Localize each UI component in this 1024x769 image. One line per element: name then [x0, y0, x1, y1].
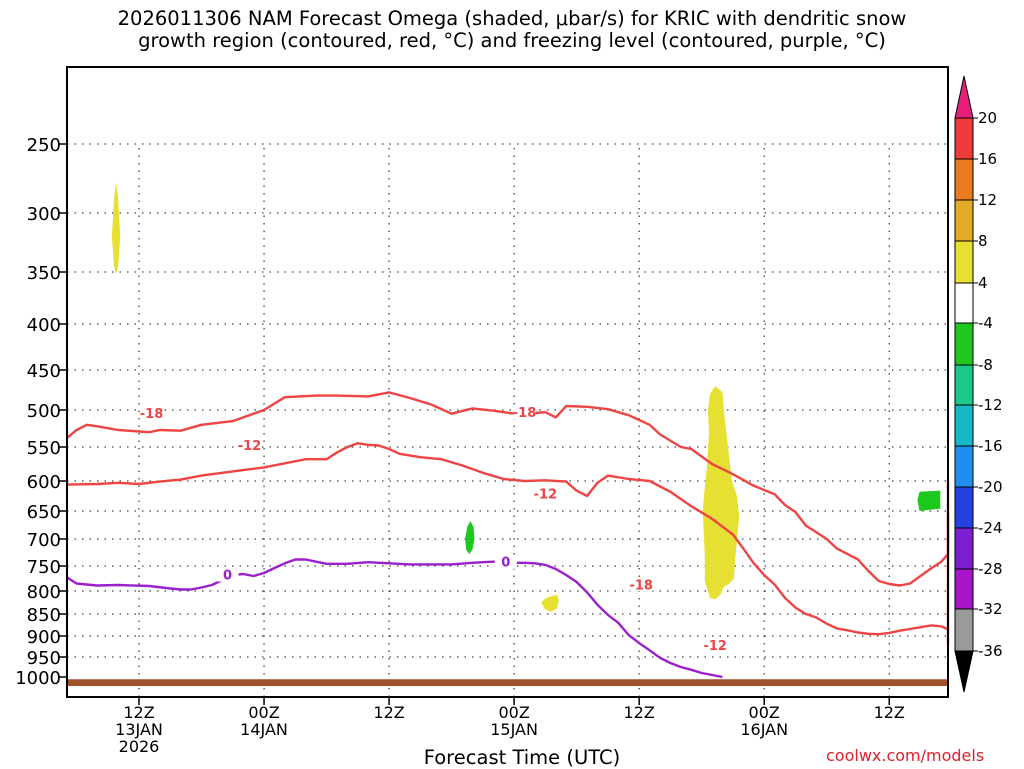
contour-label-bg — [216, 567, 239, 582]
x-tick-label: 00Z — [749, 703, 780, 722]
contour-labels: -18 -18 -18 -12 -12 -12 0 0 — [140, 405, 727, 654]
x-tick-label: 12Z — [623, 703, 654, 722]
plot-frame — [66, 66, 949, 698]
contour-label-bg — [494, 554, 517, 569]
omega-green-right — [917, 490, 941, 511]
y-tick-label: 950 — [27, 648, 61, 669]
colorbar-bin — [954, 117, 974, 160]
colorbar-bin — [954, 568, 974, 610]
omega-yellow-upper — [111, 182, 121, 275]
contour-label-bg — [238, 437, 261, 452]
terrain-fill — [68, 679, 947, 686]
colorbar-bin — [954, 527, 974, 570]
x-axis-label: Forecast Time (UTC) — [423, 746, 621, 769]
colorbar-label: -20 — [978, 478, 1003, 496]
x-tick-label: 00Z — [248, 703, 279, 722]
contour-label: 0 — [501, 556, 510, 571]
x-tick-label: 12Z — [373, 703, 404, 722]
contour-line-minus18 — [66, 391, 950, 587]
y-tick-label: 250 — [27, 135, 61, 156]
y-tick-label: 1000 — [15, 668, 61, 689]
colorbar-bin — [954, 158, 974, 201]
terrain — [68, 679, 947, 686]
contour-line-freezing-level — [66, 558, 723, 679]
contour-label-bg — [513, 405, 536, 420]
y-tick-label: 900 — [27, 627, 61, 648]
x-tick-date-label: 15JAN — [490, 720, 538, 739]
colorbar-label: -36 — [978, 642, 1003, 660]
y-tick-label: 850 — [27, 605, 61, 626]
omega-green-mid — [465, 521, 475, 555]
contour-label-bg — [534, 486, 557, 501]
colorbar-arrow-top — [954, 75, 974, 119]
credit-link[interactable]: coolwx.com/models — [826, 746, 985, 765]
colorbar-bin — [954, 282, 974, 324]
chart-title-line-2: growth region (contoured, red, °C) and f… — [138, 29, 886, 52]
x-tick-date-label: 16JAN — [740, 720, 788, 739]
colorbar-bin — [954, 364, 974, 406]
x-tick-date-label: 14JAN — [240, 720, 288, 739]
colorbar-label: -4 — [978, 314, 993, 332]
y-tick-label: 550 — [27, 438, 61, 459]
y-tick-label: 400 — [27, 315, 61, 336]
colorbar-bin — [954, 199, 974, 242]
y-tick-label: 350 — [27, 263, 61, 284]
colorbar-bin — [954, 404, 974, 447]
contours — [66, 391, 950, 679]
omega-yellow-small — [541, 594, 559, 612]
omega-shading — [111, 182, 941, 612]
x-tick-label: 12Z — [123, 703, 154, 722]
colorbar-label: 20 — [978, 109, 997, 127]
y-tick-label: 700 — [27, 530, 61, 551]
colorbar-bin — [954, 240, 974, 284]
y-tick-label: 300 — [27, 204, 61, 225]
contour-label: -12 — [534, 488, 558, 503]
y-tick-label: 600 — [27, 472, 61, 493]
contour-label-bg — [140, 405, 163, 420]
contour-label: -12 — [238, 439, 262, 454]
colorbar-label: -16 — [978, 437, 1003, 455]
colorbar: 20 16 12 8 4 -4 -8 -12 -16 -20 -24 -28 -32 -36 — [954, 75, 1003, 693]
x-tick-label: 12Z — [874, 703, 905, 722]
y-tick-label: 750 — [27, 557, 61, 578]
contour-label: -12 — [703, 639, 727, 654]
x-tick-date-label: 13JAN — [115, 720, 163, 739]
contour-label: -18 — [513, 406, 537, 421]
chart-title: 2026011306 NAM Forecast Omega (shaded, μ… — [0, 8, 1024, 52]
y-tick-label: 800 — [27, 582, 61, 603]
colorbar-arrow-bottom — [954, 650, 974, 693]
y-tick-label: 500 — [27, 401, 61, 422]
contour-line-minus12 — [66, 442, 950, 647]
colorbar-bin — [954, 322, 974, 366]
colorbar-bin — [954, 445, 974, 488]
chart-title-line-1: 2026011306 NAM Forecast Omega (shaded, μ… — [117, 7, 907, 30]
contour-label: -18 — [629, 579, 653, 594]
colorbar-label: 16 — [978, 150, 997, 168]
colorbar-label: 12 — [978, 191, 997, 209]
y-tick-label: 450 — [27, 361, 61, 382]
colorbar-label: 8 — [978, 232, 988, 250]
contour-label-bg — [704, 638, 727, 653]
x-tick-date-label: 2026 — [119, 737, 160, 756]
grid-lines — [67, 143, 948, 697]
colorbar-label: -24 — [978, 519, 1003, 537]
colorbar-label: -28 — [978, 560, 1003, 578]
y-tick-label: 650 — [27, 502, 61, 523]
colorbar-label: 4 — [978, 274, 988, 292]
colorbar-label: -12 — [978, 396, 1003, 414]
omega-yellow-tall — [702, 386, 740, 600]
contour-label-bg — [630, 577, 653, 592]
x-tick-label: 00Z — [498, 703, 529, 722]
contour-label: 0 — [223, 569, 232, 584]
y-axis-ticks: 2503003504004505005506006507007508008509… — [15, 135, 67, 689]
colorbar-label: -32 — [978, 600, 1003, 618]
colorbar-bin — [954, 608, 974, 652]
colorbar-bin — [954, 486, 974, 529]
contour-label: -18 — [140, 407, 164, 422]
colorbar-label: -8 — [978, 356, 993, 374]
